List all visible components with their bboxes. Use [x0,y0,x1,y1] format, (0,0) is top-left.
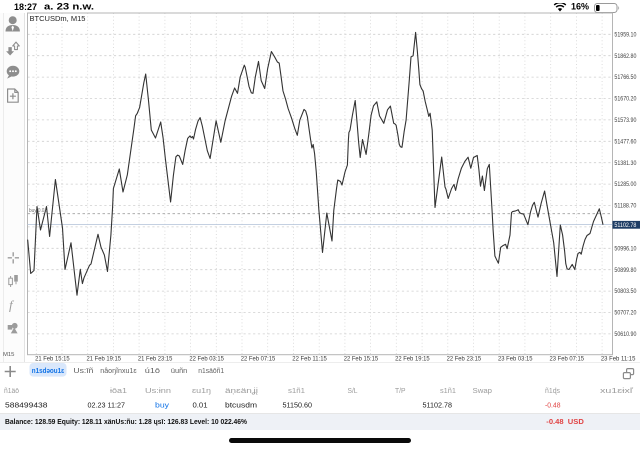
svg-text:äņɛänʝį: äņɛänʝį [225,388,259,395]
svg-text:buy 0.01: buy 0.01 [29,208,47,214]
svg-text:-0.48 USD: -0.48 USD [546,417,584,426]
svg-text:n1säōñ1: n1säōñ1 [198,366,224,375]
svg-text:Us:ɨnn: Us:ɨnn [145,388,171,395]
svg-text:T/P: T/P [395,388,406,395]
svg-text:588499438: 588499438 [5,401,48,410]
svg-text:S/L: S/L [348,388,358,395]
svg-text:BTCUSDm, M15: BTCUSDm, M15 [30,16,86,23]
svg-text:ɛu1ŋ: ɛu1ŋ [192,388,211,395]
svg-text:nâoŋĩnxu1ɛ: nâoŋĩnxu1ɛ [100,366,137,375]
svg-text:ú1ō: ú1ō [145,366,160,375]
svg-text:-0.48: -0.48 [545,401,561,410]
svg-text:51150.60: 51150.60 [283,401,313,410]
svg-text:ɨōa1: ɨōa1 [110,388,127,395]
svg-text:üuñn: üuñn [171,366,187,375]
svg-text:51766.50: 51766.50 [614,74,636,81]
svg-text:50803.50: 50803.50 [614,288,636,295]
svg-text:ñ1ɖs: ñ1ɖs [545,388,561,395]
svg-text:51959.10: 51959.10 [614,31,636,38]
svg-text:xu1ɛɨxľ: xu1ɛɨxľ [600,388,635,395]
svg-text:51381.30: 51381.30 [614,160,636,167]
svg-text:50707.20: 50707.20 [614,310,636,317]
svg-text:51573.90: 51573.90 [614,117,636,124]
svg-text:s1ñ1: s1ñ1 [288,388,305,395]
svg-text:btcusdm: btcusdm [225,401,257,410]
svg-text:51670.20: 51670.20 [614,96,636,103]
svg-text:51102.78: 51102.78 [614,222,636,229]
svg-text:02.23 11:27: 02.23 11:27 [88,401,126,410]
svg-text:50996.10: 50996.10 [614,245,636,252]
svg-text:n1sdəou1ɛ: n1sdəou1ɛ [32,366,65,375]
svg-text:Us:īñ: Us:īñ [73,366,93,375]
svg-text:50610.90: 50610.90 [614,331,636,338]
svg-text:51862.80: 51862.80 [614,53,636,60]
svg-text:51188.70: 51188.70 [614,203,636,210]
svg-text:51285.00: 51285.00 [614,181,636,188]
svg-text:51102.78: 51102.78 [423,401,453,410]
svg-text:50899.80: 50899.80 [614,267,636,274]
svg-text:Balance: 128.59 Equity: 128.11: Balance: 128.59 Equity: 128.11 xänUs:ñu:… [5,417,247,426]
svg-text:Swap: Swap [473,388,493,395]
svg-text:s1ñ1: s1ñ1 [440,388,456,395]
svg-text:buy: buy [155,401,169,410]
svg-text:ñ1äō: ñ1äō [4,388,19,395]
svg-text:51477.60: 51477.60 [614,138,636,145]
svg-text:0.01: 0.01 [193,401,208,410]
